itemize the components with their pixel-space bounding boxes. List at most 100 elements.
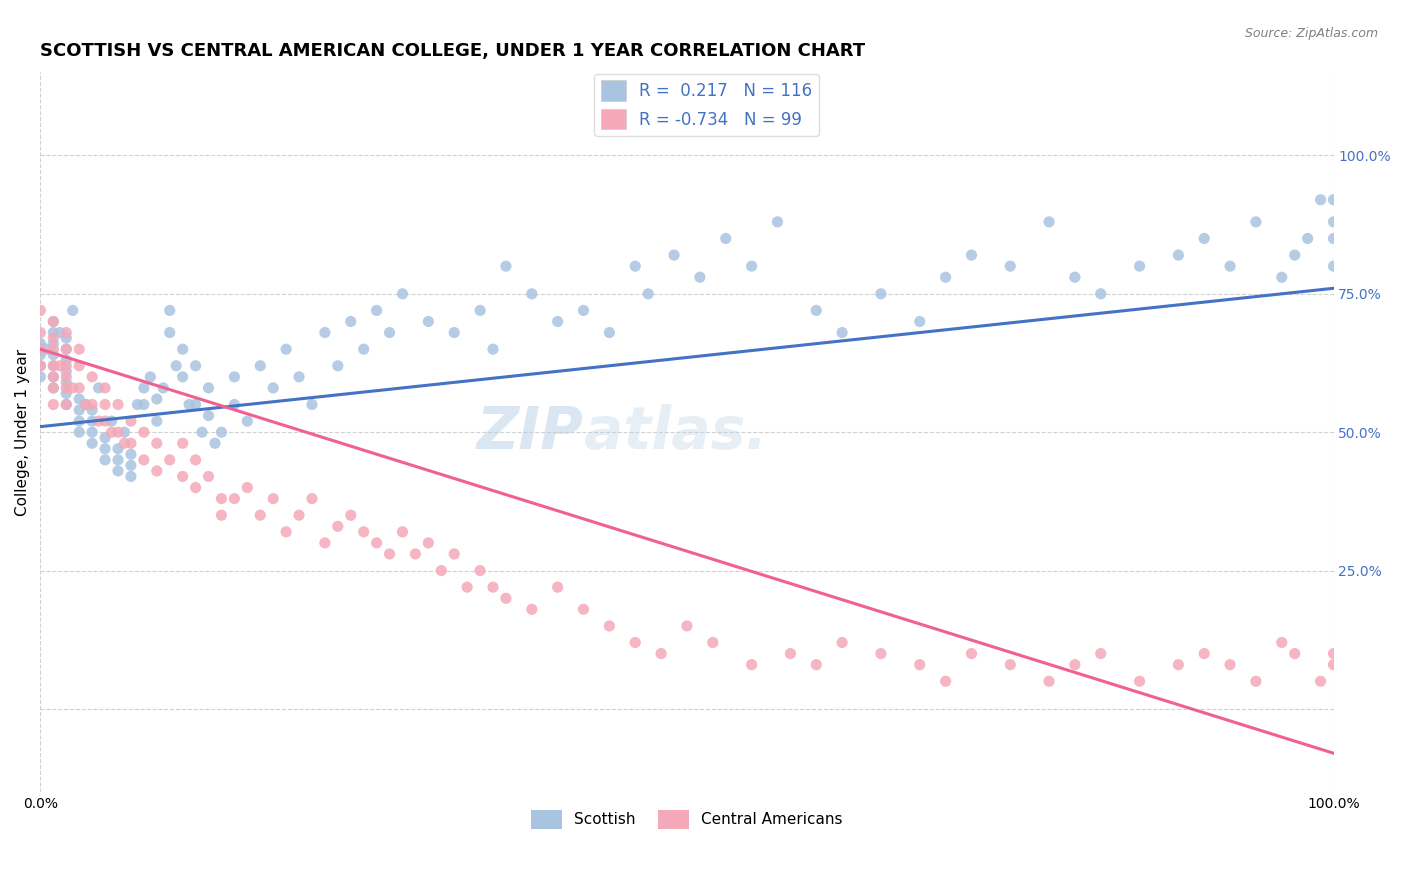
Point xyxy=(1309,674,1331,689)
Point xyxy=(1322,259,1344,273)
Point xyxy=(1322,215,1344,229)
Point xyxy=(766,215,789,229)
Point xyxy=(67,392,90,406)
Point xyxy=(391,286,413,301)
Point xyxy=(49,326,72,340)
Point xyxy=(662,248,685,262)
Point xyxy=(650,647,672,661)
Point xyxy=(152,381,174,395)
Point xyxy=(598,326,620,340)
Point xyxy=(935,674,957,689)
Point xyxy=(132,381,155,395)
Point xyxy=(831,326,853,340)
Point xyxy=(55,331,77,345)
Point xyxy=(100,414,122,428)
Point xyxy=(468,564,491,578)
Point xyxy=(1284,248,1306,262)
Point xyxy=(418,536,440,550)
Point xyxy=(204,436,226,450)
Point xyxy=(1128,674,1150,689)
Point xyxy=(82,436,104,450)
Point xyxy=(55,342,77,356)
Point xyxy=(120,436,142,450)
Point xyxy=(107,425,129,440)
Point xyxy=(55,376,77,390)
Point xyxy=(741,259,763,273)
Point xyxy=(598,619,620,633)
Point xyxy=(100,425,122,440)
Point xyxy=(314,536,336,550)
Point xyxy=(870,286,893,301)
Point xyxy=(339,508,361,523)
Point xyxy=(139,369,162,384)
Point xyxy=(1219,657,1241,672)
Point xyxy=(1000,657,1022,672)
Point xyxy=(165,359,187,373)
Point xyxy=(172,369,194,384)
Point xyxy=(62,303,84,318)
Point xyxy=(30,348,52,362)
Point xyxy=(120,414,142,428)
Point xyxy=(42,381,65,395)
Point xyxy=(326,359,349,373)
Point xyxy=(676,619,699,633)
Point xyxy=(1322,657,1344,672)
Point xyxy=(831,635,853,649)
Point xyxy=(159,303,181,318)
Point xyxy=(67,414,90,428)
Point xyxy=(127,397,149,411)
Point xyxy=(30,342,52,356)
Point xyxy=(1167,248,1189,262)
Point xyxy=(184,359,207,373)
Point xyxy=(197,381,219,395)
Point xyxy=(49,359,72,373)
Point xyxy=(495,591,517,606)
Point xyxy=(55,386,77,401)
Point xyxy=(224,397,246,411)
Point xyxy=(42,314,65,328)
Point xyxy=(67,425,90,440)
Point xyxy=(42,314,65,328)
Point xyxy=(391,524,413,539)
Point xyxy=(82,403,104,417)
Point xyxy=(120,469,142,483)
Point xyxy=(30,336,52,351)
Point xyxy=(456,580,478,594)
Point xyxy=(520,602,543,616)
Point xyxy=(94,442,117,456)
Point xyxy=(935,270,957,285)
Point xyxy=(42,359,65,373)
Point xyxy=(339,314,361,328)
Point xyxy=(236,481,259,495)
Point xyxy=(82,414,104,428)
Point xyxy=(35,342,58,356)
Point xyxy=(62,381,84,395)
Point xyxy=(184,397,207,411)
Point xyxy=(211,491,233,506)
Point xyxy=(55,342,77,356)
Point xyxy=(67,381,90,395)
Point xyxy=(274,524,297,539)
Point xyxy=(42,336,65,351)
Point xyxy=(870,647,893,661)
Point xyxy=(30,303,52,318)
Point xyxy=(42,369,65,384)
Point xyxy=(1167,657,1189,672)
Point xyxy=(120,447,142,461)
Point xyxy=(443,326,465,340)
Y-axis label: College, Under 1 year: College, Under 1 year xyxy=(15,349,30,516)
Point xyxy=(547,314,569,328)
Point xyxy=(443,547,465,561)
Point xyxy=(159,326,181,340)
Point xyxy=(184,481,207,495)
Text: SCOTTISH VS CENTRAL AMERICAN COLLEGE, UNDER 1 YEAR CORRELATION CHART: SCOTTISH VS CENTRAL AMERICAN COLLEGE, UN… xyxy=(41,42,866,60)
Point xyxy=(482,580,505,594)
Point xyxy=(107,397,129,411)
Point xyxy=(146,392,169,406)
Point xyxy=(288,508,311,523)
Point xyxy=(1038,215,1060,229)
Point xyxy=(55,364,77,378)
Point xyxy=(741,657,763,672)
Point xyxy=(572,303,595,318)
Point xyxy=(1322,647,1344,661)
